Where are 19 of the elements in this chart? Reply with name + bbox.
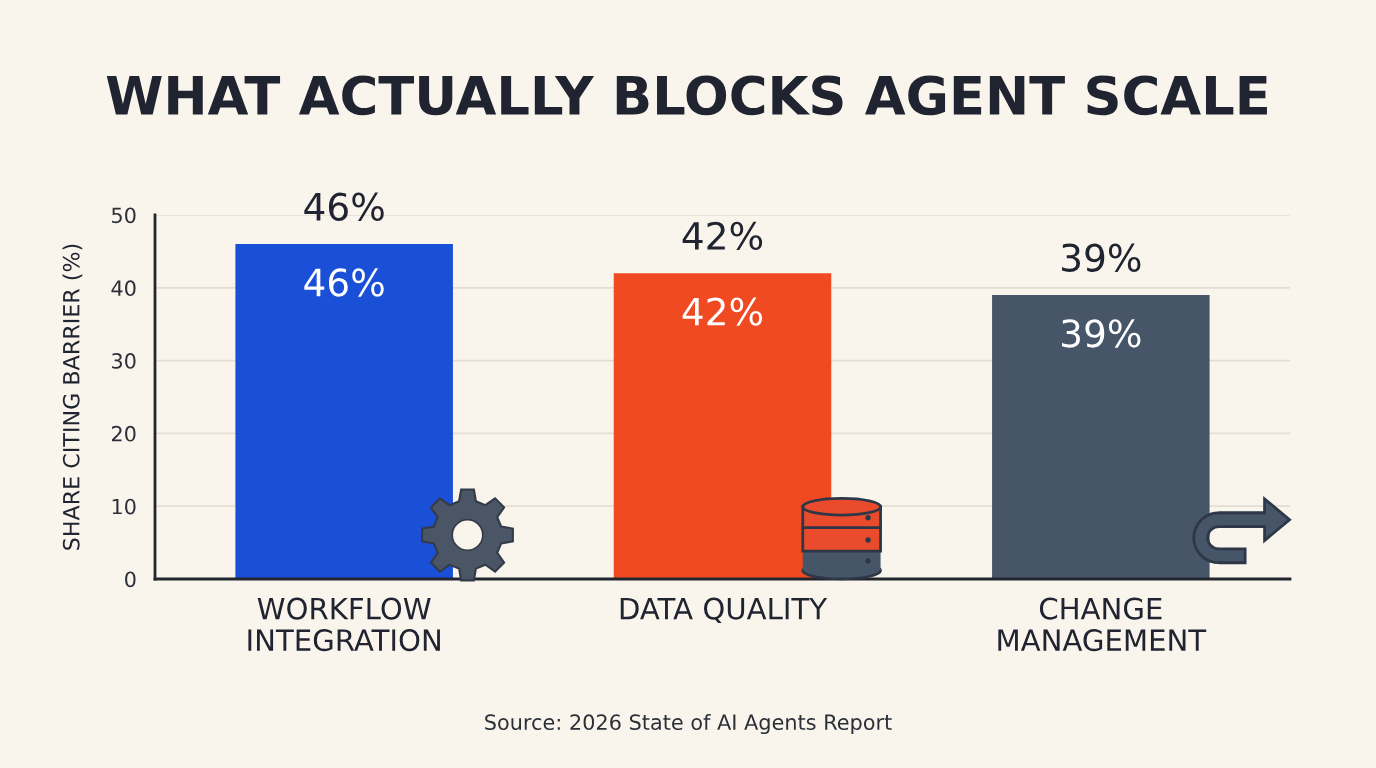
x-tick-label: WORKFLOW INTEGRATION [248, 597, 440, 652]
data-label: 46% [304, 268, 384, 297]
data-label: 42% [682, 297, 763, 326]
source-note: Source: 2026 State of AI Agents Report [485, 713, 892, 735]
y-tick-label: 30 [112, 353, 136, 369]
text: 42% [682, 221, 763, 251]
bar [235, 244, 453, 579]
text: 46% [304, 192, 384, 221]
y-tick-label: 10 [112, 498, 136, 515]
y-tick-label: 40 [111, 280, 136, 297]
y-axis-title: SHARE CITING BARRIER (%) [62, 244, 83, 550]
y-tick-label: 20 [111, 425, 136, 442]
data-label: 39% [1062, 319, 1141, 348]
x-tick-label: DATA QUALITY [620, 597, 828, 623]
y-tick-label: 0 [125, 571, 136, 588]
x-tick-label: CHANGE MANAGEMENT [998, 597, 1207, 652]
text: 39% [1062, 243, 1141, 272]
y-tick-label: 50 [112, 207, 136, 224]
chart-title: WHAT ACTUALLY BLOCKS AGENT SCALE [106, 75, 1267, 116]
